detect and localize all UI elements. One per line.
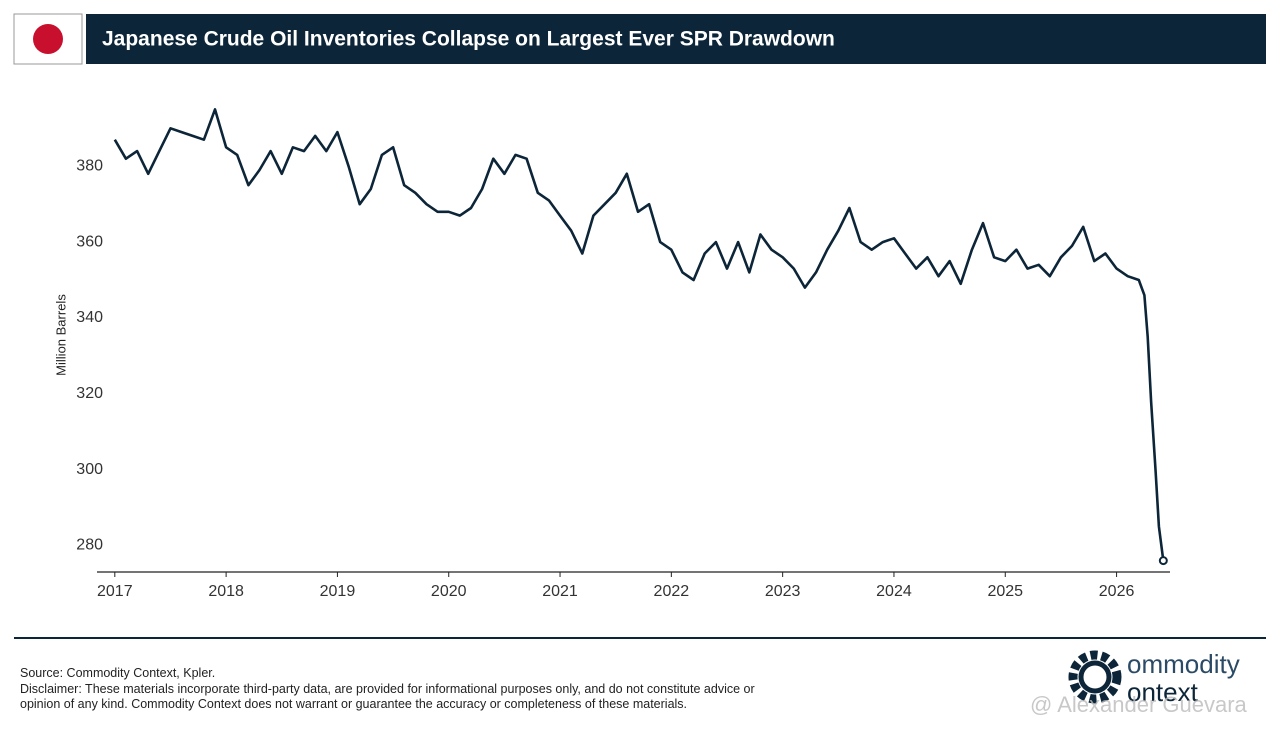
y-tick-label: 280: [76, 537, 103, 554]
end-marker: [1158, 556, 1168, 566]
y-tick-label: 340: [76, 309, 103, 326]
y-tick-label: 380: [76, 157, 103, 174]
y-tick-label: 320: [76, 385, 103, 402]
watermark: @ Alexander Guevara: [1030, 692, 1248, 717]
x-tick-label: 2024: [876, 583, 912, 600]
logo: ommodity ontext: [1068, 649, 1240, 707]
x-tick-label: 2026: [1099, 583, 1135, 600]
y-axis-label: Million Barrels: [53, 294, 68, 376]
chart-title: Japanese Crude Oil Inventories Collapse …: [102, 28, 835, 51]
flag-disc: [33, 24, 63, 54]
x-tick-label: 2023: [765, 583, 801, 600]
x-tick-label: 2021: [542, 583, 578, 600]
x-tick-label: 2022: [654, 583, 690, 600]
x-tick-label: 2017: [97, 583, 133, 600]
y-tick-label: 360: [76, 233, 103, 250]
x-tick-label: 2019: [320, 583, 356, 600]
logo-text: ontext: [1127, 677, 1199, 707]
title-bar: [86, 14, 1266, 64]
source: Source: Commodity Context, Kpler.: [20, 666, 216, 680]
x-tick-label: 2025: [987, 583, 1023, 600]
disclaimer: Disclaimer: These materials incorporate …: [20, 682, 755, 711]
y-tick-label: 300: [76, 461, 103, 478]
logo-text: ommodity: [1127, 649, 1240, 679]
data-line: [113, 108, 1165, 561]
x-tick-label: 2020: [431, 583, 467, 600]
x-tick-label: 2018: [208, 583, 244, 600]
logo-ring: [1078, 660, 1112, 694]
logo-gear: [1068, 650, 1122, 704]
